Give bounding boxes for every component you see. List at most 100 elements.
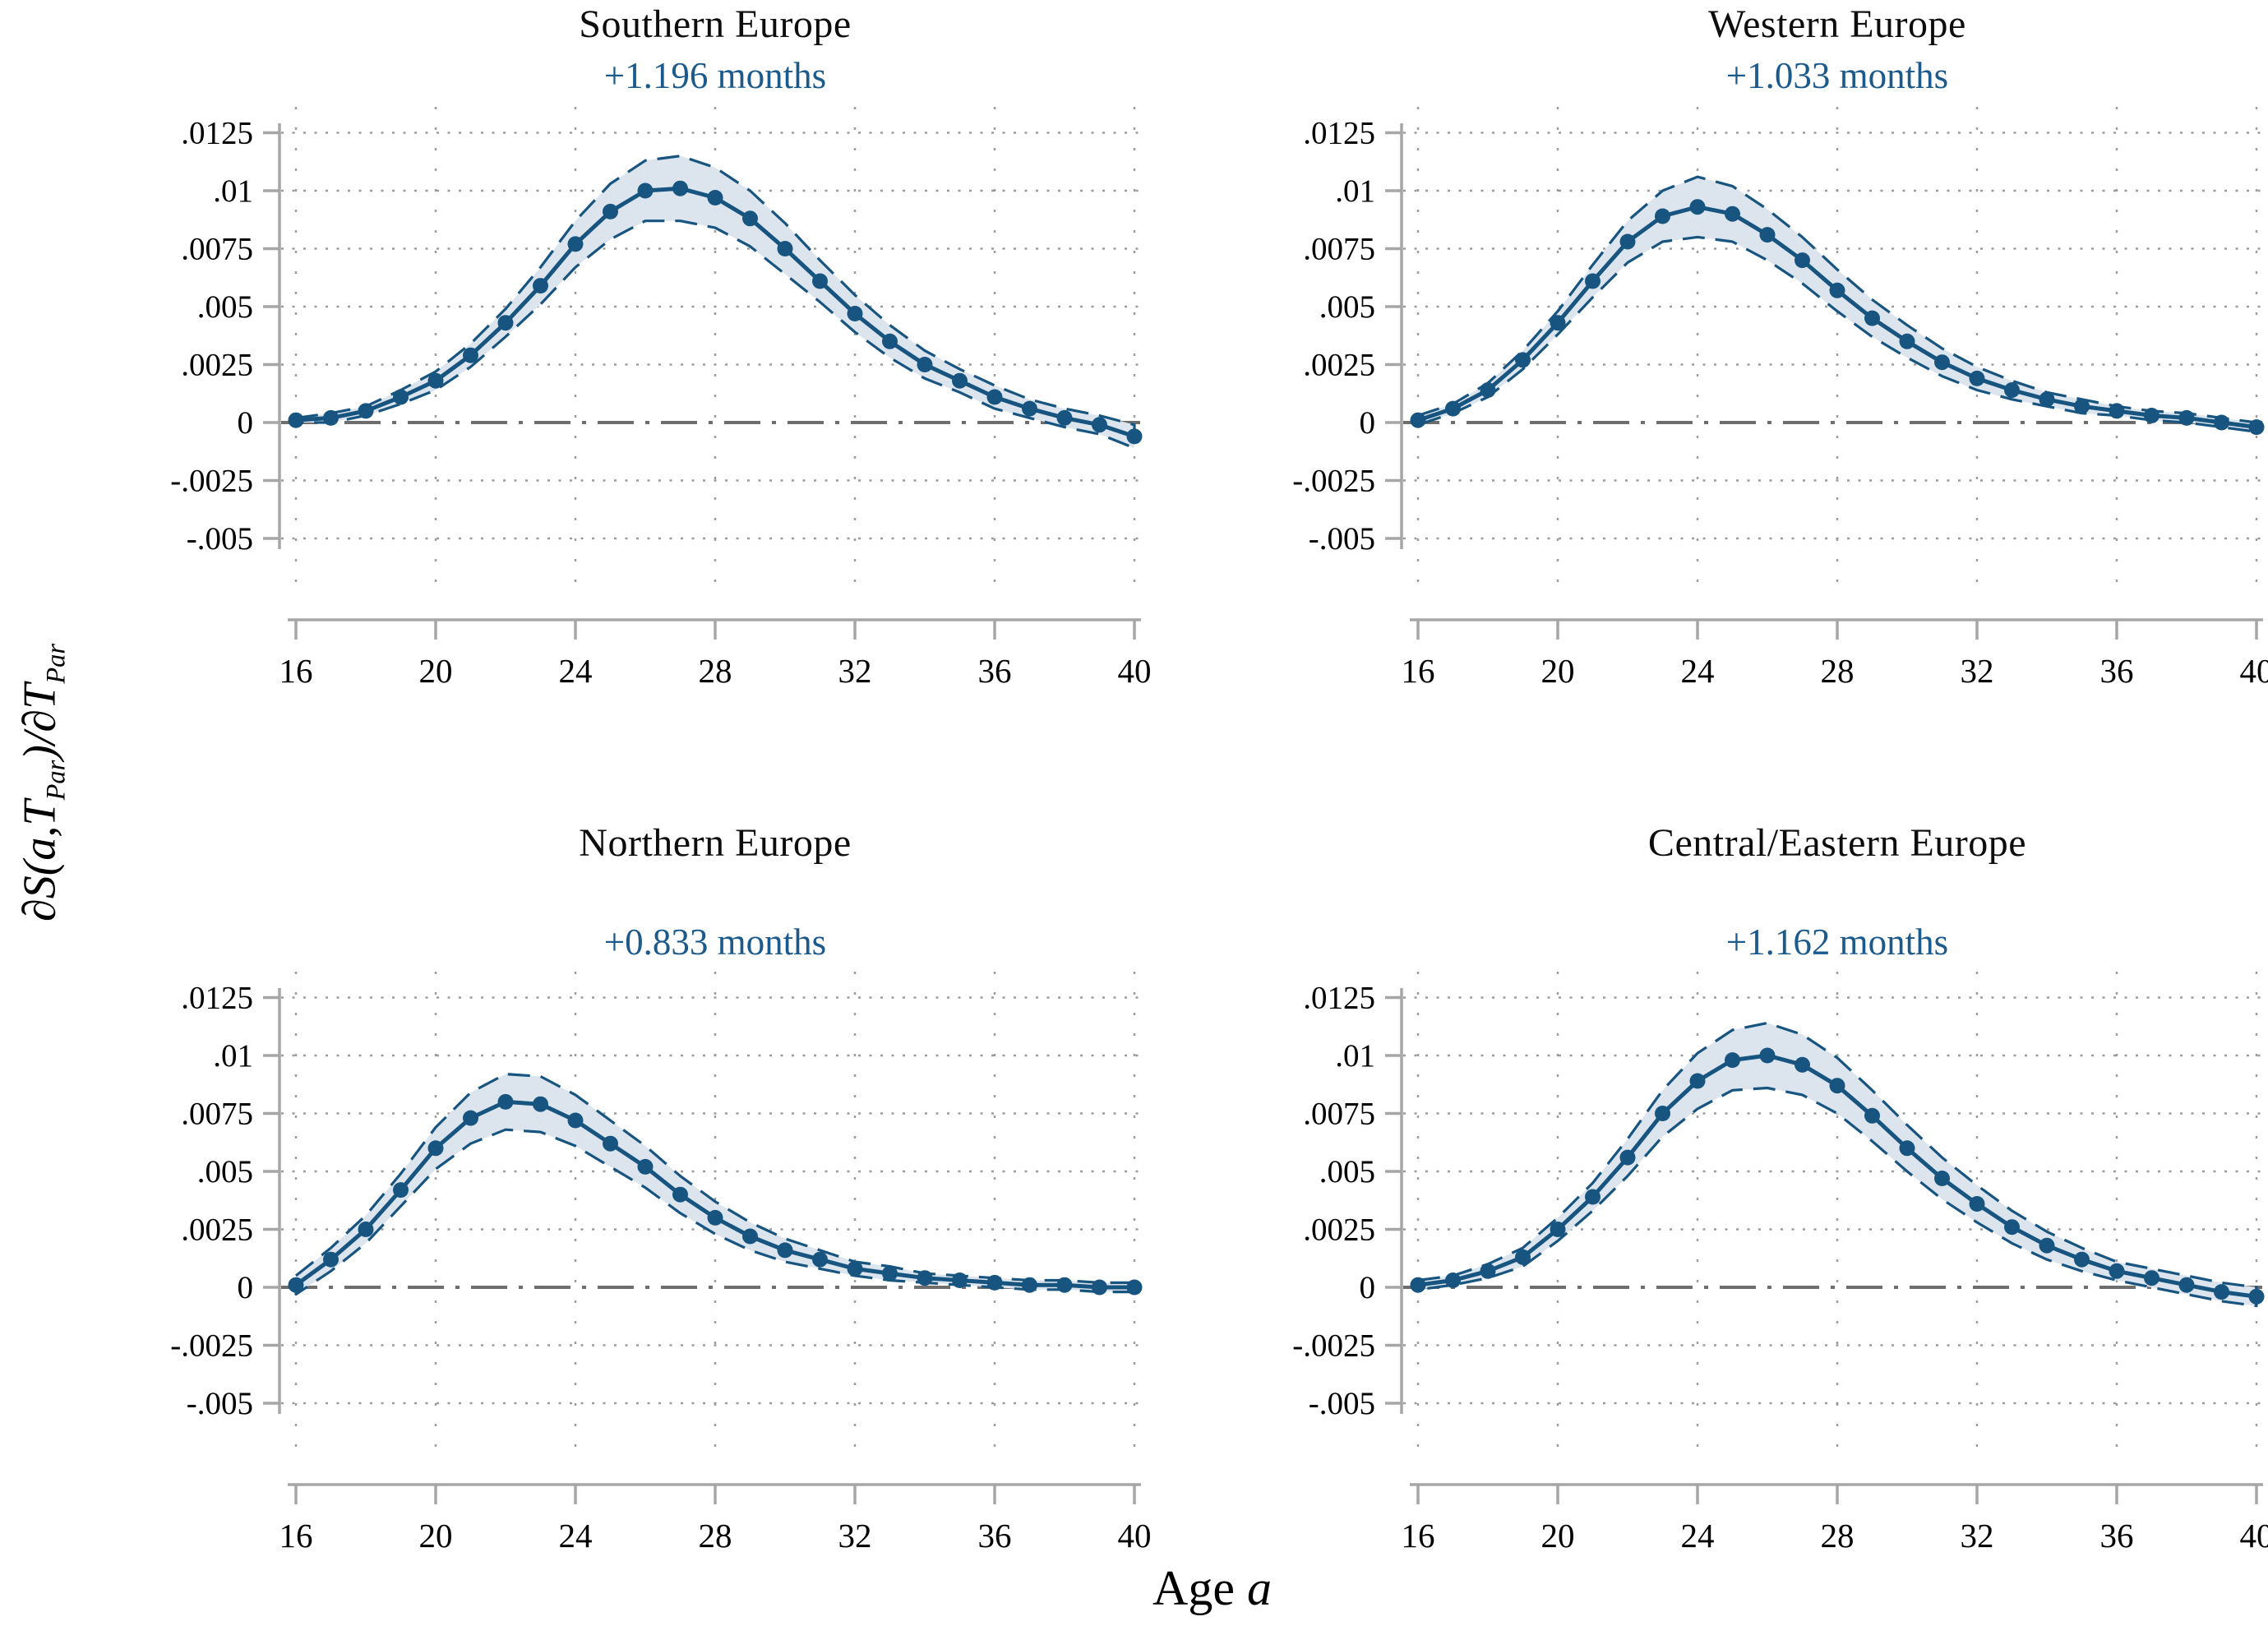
data-point	[637, 182, 654, 199]
data-point	[1899, 333, 1915, 349]
data-point	[358, 403, 374, 419]
data-point	[882, 1265, 898, 1282]
x-axis: 16 20 24 28 32 36 40	[1402, 1483, 2268, 1554]
data-point	[1550, 1222, 1566, 1237]
y-tick-label: .0075	[1303, 1097, 1375, 1132]
x-tick-label: 28	[1821, 652, 1855, 690]
panel-title: Western Europe	[1708, 2, 1966, 46]
y-tick-label: .005	[1319, 289, 1375, 325]
data-point	[707, 1209, 723, 1226]
y-axis: .0125 .01 .0075 .005 .0025 0 -.0025 -.005	[1292, 116, 1403, 557]
y-axis-label-subscript: Par	[41, 760, 72, 801]
x-axis: 16 20 24 28 32 36 40	[279, 1483, 1151, 1554]
data-point	[1759, 227, 1776, 243]
y-tick-label: -.005	[1309, 1386, 1375, 1421]
data-point	[952, 1273, 968, 1288]
data-point	[812, 273, 828, 289]
x-tick-label: 24	[559, 1517, 593, 1554]
gridlines	[1403, 107, 2268, 594]
y-axis-label-part: )/∂T	[14, 683, 66, 760]
data-point	[847, 306, 863, 321]
data-point	[2214, 414, 2229, 431]
y-tick-label: .0025	[1303, 348, 1375, 383]
y-tick-label: 0	[1360, 405, 1376, 441]
y-axis-label-part: ∂S(a,T	[14, 800, 66, 922]
data-points	[288, 180, 1143, 445]
panel-chart-svg: .0125 .01 .0075 .005 .0025 0 -.0025 -.005 16 20 24…	[1292, 107, 2268, 690]
x-tick-label: 16	[1402, 652, 1435, 690]
confidence-band-fill	[296, 155, 1134, 448]
data-point	[1410, 1277, 1426, 1293]
y-tick-label: -.005	[187, 521, 253, 557]
y-tick-label: -.0025	[1292, 1328, 1375, 1364]
data-point	[497, 1093, 514, 1110]
x-tick-label: 40	[2240, 652, 2268, 690]
panel-chart-svg: .0125 .01 .0075 .005 .0025 0 -.0025 -.005 16 20 24…	[1292, 972, 2268, 1554]
gridlines	[1403, 972, 2268, 1458]
data-point	[567, 236, 584, 252]
data-point	[497, 315, 514, 331]
data-point	[1585, 273, 1601, 289]
data-point	[2144, 408, 2159, 423]
data-point	[1795, 1056, 1810, 1073]
x-tick-label: 36	[978, 652, 1012, 690]
y-tick-label: -.005	[187, 1386, 253, 1421]
y-tick-label: .0125	[1303, 981, 1375, 1016]
data-point	[2039, 391, 2055, 408]
x-tick-label: 20	[1541, 1517, 1575, 1554]
data-point	[2074, 1251, 2090, 1268]
data-point	[567, 1112, 584, 1129]
data-point	[288, 412, 304, 428]
x-tick-label: 20	[419, 652, 453, 690]
data-point	[358, 1222, 374, 1237]
x-tick-label: 40	[1118, 652, 1152, 690]
data-point	[742, 1228, 758, 1245]
y-tick-label: .0075	[181, 1097, 253, 1132]
x-axis-label-text: Age	[1152, 1561, 1247, 1615]
data-points	[1410, 1047, 2265, 1305]
data-point	[812, 1251, 828, 1268]
data-point	[2214, 1284, 2229, 1300]
y-axis-label: ∂S(a,TPar)/∂TPar	[13, 644, 72, 922]
data-point	[952, 372, 968, 389]
confidence-band-edge	[294, 155, 1136, 450]
x-axis-label-variable: a	[1246, 1561, 1272, 1615]
data-point	[603, 203, 618, 219]
panel-central-eastern-europe: Central/Eastern Europe +1.162 months .01…	[1229, 820, 2268, 1601]
y-tick-label: 0	[238, 405, 254, 441]
y-tick-label: -.0025	[170, 464, 253, 499]
data-point	[427, 372, 444, 389]
x-axis: 16 20 24 28 32 36 40	[279, 618, 1152, 690]
y-tick-label: 0	[1360, 1270, 1376, 1305]
x-tick-label: 28	[699, 652, 732, 690]
y-tick-label: .01	[213, 1038, 253, 1074]
y-axis-label-subscript: Par	[41, 644, 72, 684]
y-tick-label: .0025	[181, 348, 253, 383]
y-tick-label: .0125	[181, 116, 253, 151]
data-point	[2039, 1237, 2055, 1254]
data-point	[1969, 370, 1985, 386]
data-point	[323, 1251, 339, 1268]
x-tick-label: 28	[699, 1517, 732, 1554]
y-axis: .0125 .01 .0075 .005 .0025 0 -.0025 -.005	[170, 981, 281, 1421]
data-point	[1864, 310, 1880, 326]
y-tick-label: .005	[197, 1154, 253, 1189]
x-tick-label: 40	[2240, 1517, 2268, 1554]
data-point	[777, 1242, 793, 1259]
data-point	[2004, 1219, 2020, 1236]
y-tick-label: .0125	[1303, 116, 1375, 151]
confidence-band-fill	[1418, 177, 2256, 432]
data-point	[917, 357, 933, 372]
panel-title: Southern Europe	[579, 2, 852, 46]
panel-chart-svg: .0125 .01 .0075 .005 .0025 0 -.0025 -.005 16 20 24…	[170, 107, 1152, 690]
y-tick-label: .0075	[1303, 232, 1375, 267]
panel-title: Northern Europe	[579, 821, 852, 865]
y-tick-label: .01	[1335, 1038, 1375, 1074]
data-point	[1934, 1171, 1950, 1186]
data-point	[393, 389, 409, 405]
data-point	[2178, 1277, 2195, 1293]
data-point	[2144, 1270, 2159, 1286]
data-point	[1934, 354, 1950, 371]
data-point	[1899, 1140, 1915, 1157]
data-point	[1092, 1279, 1107, 1296]
